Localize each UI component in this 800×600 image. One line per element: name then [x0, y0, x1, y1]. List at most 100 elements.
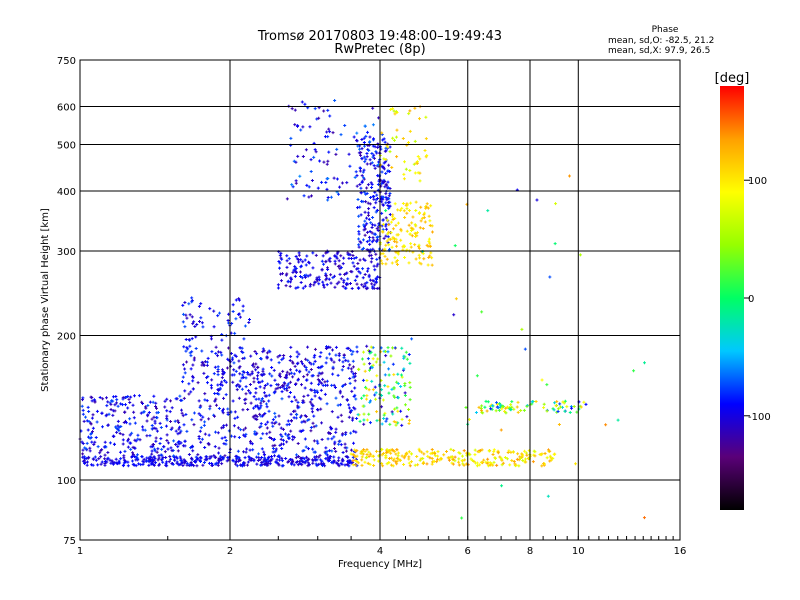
data-point — [294, 160, 298, 164]
data-point — [248, 317, 252, 321]
data-point — [368, 462, 372, 466]
data-point — [331, 276, 335, 280]
data-point — [393, 395, 397, 399]
data-point — [399, 385, 403, 389]
data-point — [359, 213, 363, 217]
data-point — [405, 229, 409, 233]
data-point — [313, 388, 317, 392]
data-point — [315, 464, 319, 468]
data-point — [207, 443, 211, 447]
data-point — [408, 398, 412, 402]
data-point — [296, 124, 300, 128]
data-point — [452, 313, 456, 317]
data-point — [205, 381, 209, 385]
data-point — [273, 415, 277, 419]
data-point — [288, 391, 292, 395]
data-point — [382, 413, 386, 417]
data-point — [262, 391, 266, 395]
data-point — [324, 457, 328, 461]
data-point — [249, 441, 253, 445]
data-point — [341, 459, 345, 463]
data-point — [80, 404, 84, 408]
data-point — [318, 355, 322, 359]
data-point — [332, 435, 336, 439]
data-point — [343, 446, 347, 450]
data-point — [188, 344, 192, 348]
data-point — [385, 239, 389, 243]
data-point — [334, 396, 338, 400]
data-point — [126, 394, 130, 398]
data-point — [179, 429, 183, 433]
data-point — [109, 408, 113, 412]
data-point — [388, 422, 392, 426]
data-point — [267, 349, 271, 353]
data-point — [381, 229, 385, 233]
data-point — [298, 370, 302, 374]
data-point — [330, 437, 334, 441]
data-point — [500, 407, 504, 411]
data-point — [94, 435, 98, 439]
data-point — [252, 365, 256, 369]
data-point — [503, 409, 507, 413]
data-point — [375, 240, 379, 244]
data-point — [410, 221, 414, 225]
data-point — [365, 230, 369, 234]
data-point — [384, 158, 388, 162]
data-point — [553, 242, 557, 246]
data-point — [304, 366, 308, 370]
data-point — [255, 455, 259, 459]
data-point — [93, 440, 97, 444]
data-point — [403, 215, 407, 219]
data-point — [325, 130, 329, 134]
data-point — [331, 348, 335, 352]
data-point — [333, 259, 337, 263]
data-point — [103, 445, 107, 449]
data-point — [347, 406, 351, 410]
data-point — [99, 455, 103, 459]
data-point — [226, 456, 230, 460]
data-point — [152, 415, 156, 419]
data-point — [160, 457, 164, 461]
data-point — [156, 447, 160, 451]
data-point — [345, 398, 349, 402]
data-point — [363, 282, 367, 286]
data-point — [400, 206, 404, 210]
data-point — [336, 459, 340, 463]
data-point — [252, 406, 256, 410]
data-point — [391, 458, 395, 462]
data-point — [248, 373, 252, 377]
data-point — [81, 448, 85, 452]
data-point — [355, 138, 359, 142]
data-point — [454, 297, 458, 301]
data-point — [384, 146, 388, 150]
data-point — [142, 457, 146, 461]
data-point — [376, 145, 380, 149]
data-point — [271, 418, 275, 422]
data-point — [233, 416, 237, 420]
data-point — [405, 207, 409, 211]
data-point — [265, 356, 269, 360]
data-point — [292, 395, 296, 399]
data-point — [362, 418, 366, 422]
data-point — [233, 331, 237, 335]
data-point — [278, 458, 282, 462]
data-point — [519, 408, 523, 412]
data-point — [285, 373, 289, 377]
data-point — [373, 223, 377, 227]
data-point — [194, 346, 198, 350]
data-point — [221, 372, 225, 376]
data-point — [356, 197, 360, 201]
data-point — [362, 362, 366, 366]
data-point — [396, 454, 400, 458]
data-point — [218, 386, 222, 390]
data-point — [483, 405, 487, 409]
data-point — [97, 457, 101, 461]
data-point — [509, 408, 513, 412]
data-point — [393, 202, 397, 206]
data-point — [244, 397, 248, 401]
data-point — [524, 451, 528, 455]
data-point — [91, 413, 95, 417]
y-tick-label: 75 — [63, 536, 76, 547]
data-point — [286, 460, 290, 464]
data-point — [96, 463, 100, 467]
